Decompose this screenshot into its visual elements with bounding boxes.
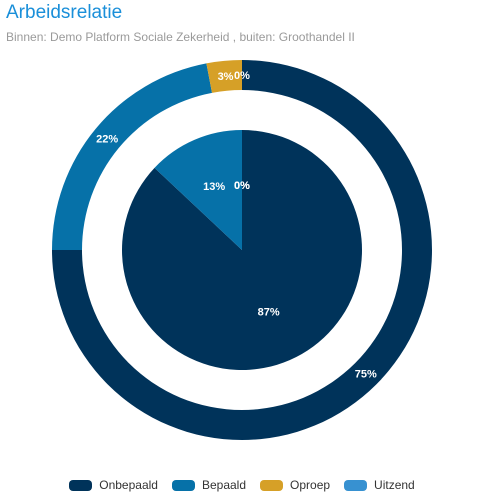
outer-slice-bepaald[interactable] (52, 63, 213, 251)
legend-item-oproep[interactable]: Oproep (260, 478, 330, 492)
legend-label-uitzend: Uitzend (374, 478, 415, 492)
legend-label-bepaald: Bepaald (201, 478, 247, 492)
donut-chart: 87%13% 0%0%75%22%3% 0% (52, 60, 432, 440)
inner-label-bepaald: 13% (203, 181, 225, 193)
outer-label-bepaald: 22% (96, 133, 118, 145)
inner-label-onbepaald: 87% (258, 306, 280, 318)
legend-label-oproep: Oproep (290, 478, 331, 492)
outer-label-onbepaald: 75% (355, 369, 377, 381)
outer-slice-oproep[interactable] (206, 60, 242, 93)
outer-label-uitzend: 0% (234, 70, 250, 82)
inner-slice-bepaald[interactable] (154, 130, 242, 250)
chart-title: Arbeidsrelatie (6, 2, 123, 23)
legend-item-bepaald[interactable]: Bepaald (171, 478, 247, 492)
legend-swatch-onbepaald (69, 479, 93, 491)
legend-swatch-oproep (260, 479, 284, 491)
legend-item-onbepaald[interactable]: Onbepaald (69, 478, 158, 492)
chart-subtitle: Binnen: Demo Platform Sociale Zekerheid … (6, 30, 355, 44)
legend-item-uitzend[interactable]: Uitzend (344, 478, 415, 492)
legend-swatch-uitzend (344, 479, 368, 491)
legend-swatch-bepaald (171, 479, 195, 491)
inner-label-oproep: 0% (234, 180, 250, 192)
chart-legend: Onbepaald Bepaald Oproep Uitzend (0, 478, 484, 492)
inner-label-uitzend: 0% (234, 180, 250, 192)
legend-label-onbepaald: Onbepaald (99, 478, 158, 492)
outer-label-oproep: 3% (218, 71, 234, 83)
